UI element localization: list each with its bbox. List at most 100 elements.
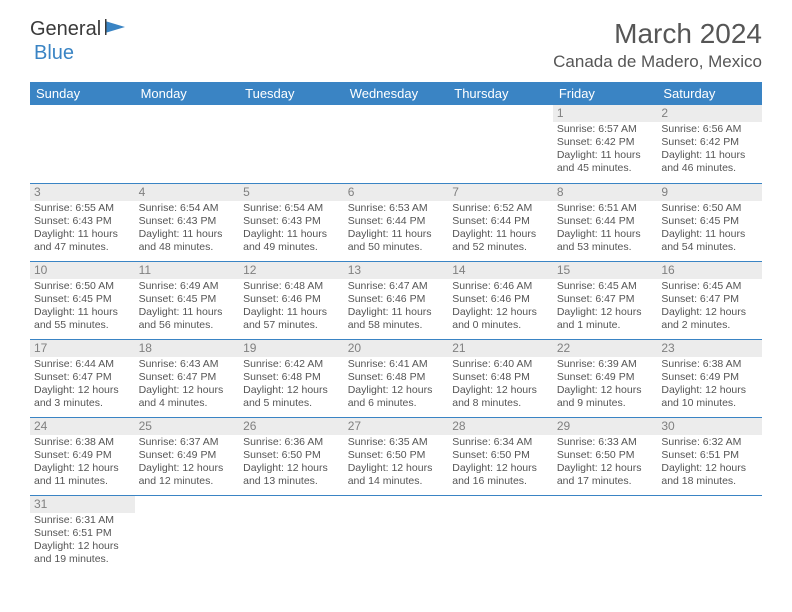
daylight-text-1: Daylight: 12 hours <box>661 462 758 475</box>
daylight-text-2: and 56 minutes. <box>139 319 236 332</box>
daylight-text-2: and 18 minutes. <box>661 475 758 488</box>
day-info: Sunrise: 6:54 AMSunset: 6:43 PMDaylight:… <box>243 202 340 255</box>
logo-text-blue: Blue <box>34 42 74 64</box>
daylight-text-1: Daylight: 11 hours <box>243 228 340 241</box>
day-number: 4 <box>135 184 240 201</box>
daylight-text-2: and 49 minutes. <box>243 241 340 254</box>
sunrise-text: Sunrise: 6:44 AM <box>34 358 131 371</box>
daylight-text-1: Daylight: 11 hours <box>661 149 758 162</box>
day-info: Sunrise: 6:41 AMSunset: 6:48 PMDaylight:… <box>348 358 445 411</box>
sunset-text: Sunset: 6:45 PM <box>661 215 758 228</box>
day-number: 13 <box>344 262 449 279</box>
sunrise-text: Sunrise: 6:45 AM <box>661 280 758 293</box>
daylight-text-1: Daylight: 12 hours <box>557 384 654 397</box>
daylight-text-2: and 19 minutes. <box>34 553 131 566</box>
sunset-text: Sunset: 6:42 PM <box>661 136 758 149</box>
calendar-empty-cell <box>448 495 553 573</box>
calendar-empty-cell <box>657 495 762 573</box>
sunset-text: Sunset: 6:49 PM <box>557 371 654 384</box>
day-info: Sunrise: 6:40 AMSunset: 6:48 PMDaylight:… <box>452 358 549 411</box>
daylight-text-1: Daylight: 12 hours <box>452 462 549 475</box>
calendar-day-cell: 18Sunrise: 6:43 AMSunset: 6:47 PMDayligh… <box>135 339 240 417</box>
daylight-text-1: Daylight: 11 hours <box>243 306 340 319</box>
sunrise-text: Sunrise: 6:39 AM <box>557 358 654 371</box>
day-number: 18 <box>135 340 240 357</box>
sunrise-text: Sunrise: 6:47 AM <box>348 280 445 293</box>
daylight-text-2: and 58 minutes. <box>348 319 445 332</box>
calendar-day-cell: 30Sunrise: 6:32 AMSunset: 6:51 PMDayligh… <box>657 417 762 495</box>
calendar-week-row: 1Sunrise: 6:57 AMSunset: 6:42 PMDaylight… <box>30 105 762 183</box>
daylight-text-1: Daylight: 12 hours <box>139 462 236 475</box>
calendar-body: 1Sunrise: 6:57 AMSunset: 6:42 PMDaylight… <box>30 105 762 573</box>
daylight-text-1: Daylight: 11 hours <box>34 306 131 319</box>
calendar-day-cell: 24Sunrise: 6:38 AMSunset: 6:49 PMDayligh… <box>30 417 135 495</box>
calendar-day-cell: 16Sunrise: 6:45 AMSunset: 6:47 PMDayligh… <box>657 261 762 339</box>
daylight-text-1: Daylight: 12 hours <box>348 462 445 475</box>
weekday-header: Sunday <box>30 82 135 105</box>
calendar-empty-cell <box>135 105 240 183</box>
calendar-day-cell: 14Sunrise: 6:46 AMSunset: 6:46 PMDayligh… <box>448 261 553 339</box>
calendar-empty-cell <box>448 105 553 183</box>
logo-text-general: General <box>30 18 101 41</box>
day-info: Sunrise: 6:39 AMSunset: 6:49 PMDaylight:… <box>557 358 654 411</box>
month-title: March 2024 <box>553 18 762 50</box>
sunrise-text: Sunrise: 6:34 AM <box>452 436 549 449</box>
weekday-header: Monday <box>135 82 240 105</box>
sunset-text: Sunset: 6:47 PM <box>139 371 236 384</box>
day-info: Sunrise: 6:53 AMSunset: 6:44 PMDaylight:… <box>348 202 445 255</box>
sunset-text: Sunset: 6:47 PM <box>34 371 131 384</box>
day-info: Sunrise: 6:35 AMSunset: 6:50 PMDaylight:… <box>348 436 445 489</box>
daylight-text-2: and 5 minutes. <box>243 397 340 410</box>
daylight-text-1: Daylight: 12 hours <box>34 384 131 397</box>
daylight-text-2: and 52 minutes. <box>452 241 549 254</box>
sunrise-text: Sunrise: 6:54 AM <box>139 202 236 215</box>
sunset-text: Sunset: 6:51 PM <box>661 449 758 462</box>
sunrise-text: Sunrise: 6:52 AM <box>452 202 549 215</box>
daylight-text-1: Daylight: 11 hours <box>661 228 758 241</box>
day-number: 25 <box>135 418 240 435</box>
day-number: 22 <box>553 340 658 357</box>
day-info: Sunrise: 6:45 AMSunset: 6:47 PMDaylight:… <box>557 280 654 333</box>
sunrise-text: Sunrise: 6:37 AM <box>139 436 236 449</box>
daylight-text-2: and 6 minutes. <box>348 397 445 410</box>
sunset-text: Sunset: 6:50 PM <box>452 449 549 462</box>
day-info: Sunrise: 6:43 AMSunset: 6:47 PMDaylight:… <box>139 358 236 411</box>
sunrise-text: Sunrise: 6:38 AM <box>661 358 758 371</box>
day-number: 28 <box>448 418 553 435</box>
daylight-text-2: and 4 minutes. <box>139 397 236 410</box>
sunrise-text: Sunrise: 6:35 AM <box>348 436 445 449</box>
calendar-day-cell: 20Sunrise: 6:41 AMSunset: 6:48 PMDayligh… <box>344 339 449 417</box>
sunset-text: Sunset: 6:46 PM <box>452 293 549 306</box>
calendar-day-cell: 6Sunrise: 6:53 AMSunset: 6:44 PMDaylight… <box>344 183 449 261</box>
day-info: Sunrise: 6:50 AMSunset: 6:45 PMDaylight:… <box>661 202 758 255</box>
calendar-day-cell: 28Sunrise: 6:34 AMSunset: 6:50 PMDayligh… <box>448 417 553 495</box>
daylight-text-1: Daylight: 11 hours <box>139 306 236 319</box>
daylight-text-1: Daylight: 12 hours <box>348 384 445 397</box>
daylight-text-1: Daylight: 12 hours <box>452 306 549 319</box>
sunrise-text: Sunrise: 6:51 AM <box>557 202 654 215</box>
sunset-text: Sunset: 6:44 PM <box>348 215 445 228</box>
calendar-day-cell: 7Sunrise: 6:52 AMSunset: 6:44 PMDaylight… <box>448 183 553 261</box>
daylight-text-1: Daylight: 11 hours <box>452 228 549 241</box>
day-number: 7 <box>448 184 553 201</box>
sunrise-text: Sunrise: 6:50 AM <box>661 202 758 215</box>
calendar-week-row: 10Sunrise: 6:50 AMSunset: 6:45 PMDayligh… <box>30 261 762 339</box>
day-number: 8 <box>553 184 658 201</box>
calendar-empty-cell <box>239 495 344 573</box>
sunset-text: Sunset: 6:43 PM <box>34 215 131 228</box>
calendar-day-cell: 13Sunrise: 6:47 AMSunset: 6:46 PMDayligh… <box>344 261 449 339</box>
calendar-week-row: 3Sunrise: 6:55 AMSunset: 6:43 PMDaylight… <box>30 183 762 261</box>
sunrise-text: Sunrise: 6:56 AM <box>661 123 758 136</box>
daylight-text-2: and 50 minutes. <box>348 241 445 254</box>
daylight-text-1: Daylight: 12 hours <box>661 384 758 397</box>
daylight-text-1: Daylight: 12 hours <box>452 384 549 397</box>
weekday-header: Tuesday <box>239 82 344 105</box>
calendar-day-cell: 3Sunrise: 6:55 AMSunset: 6:43 PMDaylight… <box>30 183 135 261</box>
sunset-text: Sunset: 6:48 PM <box>348 371 445 384</box>
calendar-day-cell: 2Sunrise: 6:56 AMSunset: 6:42 PMDaylight… <box>657 105 762 183</box>
calendar-day-cell: 1Sunrise: 6:57 AMSunset: 6:42 PMDaylight… <box>553 105 658 183</box>
calendar-table: SundayMondayTuesdayWednesdayThursdayFrid… <box>30 82 762 573</box>
weekday-header: Wednesday <box>344 82 449 105</box>
day-info: Sunrise: 6:38 AMSunset: 6:49 PMDaylight:… <box>661 358 758 411</box>
sunset-text: Sunset: 6:46 PM <box>348 293 445 306</box>
